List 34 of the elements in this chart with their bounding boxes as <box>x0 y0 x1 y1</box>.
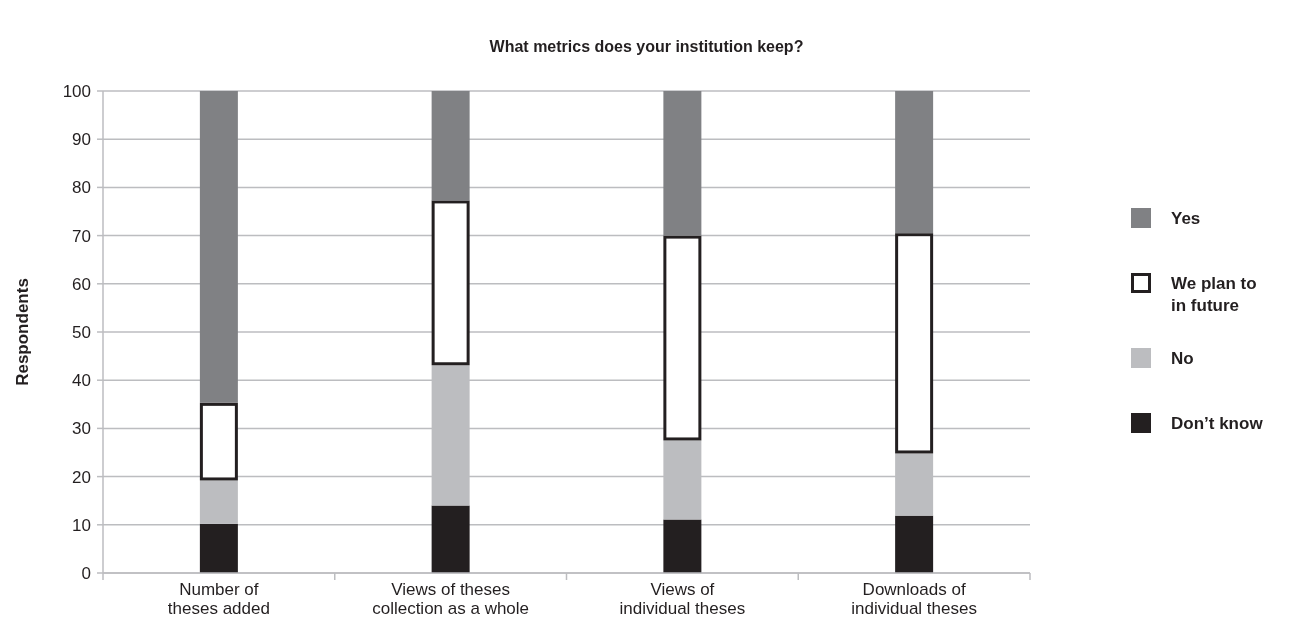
x-tick-label: Downloads of individual theses <box>851 580 977 618</box>
x-tick-label: Views of theses collection as a whole <box>372 580 530 618</box>
y-tick-label: 10 <box>72 515 91 535</box>
y-tick-label: 100 <box>62 81 91 101</box>
bar <box>431 505 470 573</box>
y-tick-label: 60 <box>72 274 91 294</box>
bar <box>431 91 470 201</box>
y-tick-label: 20 <box>72 467 91 487</box>
y-tick-label: 70 <box>72 226 91 246</box>
legend-label: We plan to in future <box>1171 274 1257 315</box>
y-tick-label: 30 <box>72 419 91 439</box>
bar <box>663 91 702 236</box>
legend-label: No <box>1171 349 1194 368</box>
bar <box>663 235 702 441</box>
y-tick-label: 50 <box>72 322 91 342</box>
legend-label: Don’t know <box>1171 414 1264 433</box>
y-tick-label: 80 <box>72 178 91 198</box>
bar <box>663 519 702 573</box>
bar <box>199 402 238 481</box>
bar <box>199 523 238 573</box>
bar <box>199 91 238 403</box>
y-tick-label: 40 <box>72 371 91 391</box>
y-tick-label: 90 <box>72 130 91 150</box>
bar <box>895 233 934 454</box>
bar <box>895 515 934 573</box>
bar <box>199 480 238 524</box>
bar <box>431 200 470 366</box>
y-axis-title: Respondents <box>13 278 32 386</box>
bar <box>895 91 934 234</box>
chart-title: What metrics does your institution keep? <box>489 38 804 55</box>
x-tick-label: Number of theses added <box>167 580 270 618</box>
legend-label: Yes <box>1171 209 1201 228</box>
x-tick-label: Views of individual theses <box>619 580 746 618</box>
y-tick-label: 0 <box>81 563 91 583</box>
